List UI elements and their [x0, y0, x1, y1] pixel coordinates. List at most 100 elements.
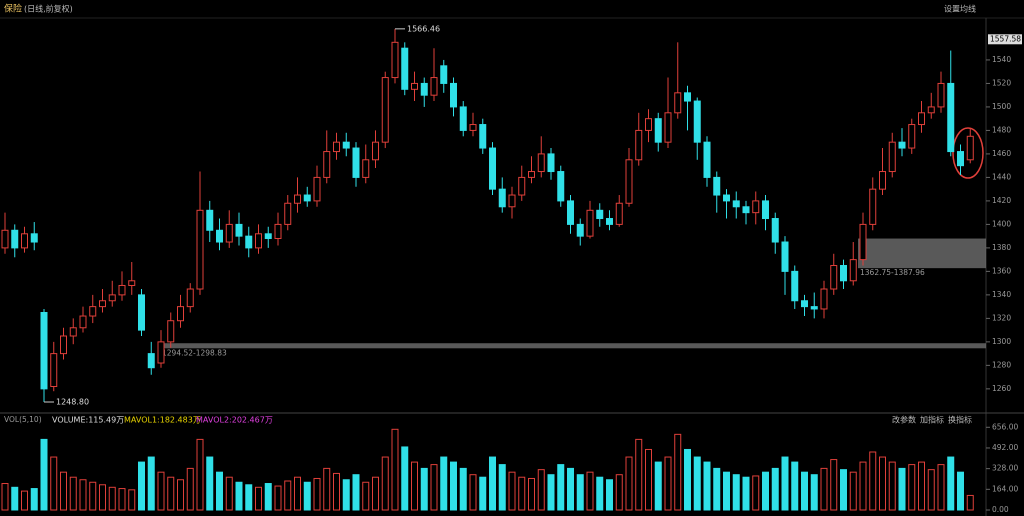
candle-body — [420, 82, 428, 96]
volume-bar — [391, 428, 399, 511]
volume-bar — [557, 464, 565, 511]
candle-body — [645, 118, 652, 131]
candle-body — [567, 200, 574, 225]
volume-bar — [752, 475, 760, 511]
candle-body — [684, 92, 691, 102]
volume-bar — [255, 486, 262, 511]
candle-body — [459, 106, 467, 131]
volume-bar — [966, 494, 974, 511]
candle-body — [830, 265, 838, 290]
candle-body — [284, 202, 292, 225]
vol-tick-label: 492.00 — [992, 443, 1018, 452]
volume-bar — [596, 476, 604, 511]
volume-bar — [274, 485, 282, 511]
candle-body — [898, 141, 906, 149]
volume-bar — [674, 433, 682, 511]
volume-bar — [313, 477, 321, 511]
candle-body — [664, 112, 672, 143]
vol-tick-label: 656.00 — [992, 422, 1018, 431]
volume-bar — [401, 446, 409, 511]
candle-body — [508, 194, 516, 208]
candle-body — [352, 147, 360, 178]
candle-body — [723, 194, 730, 202]
zone — [858, 238, 986, 269]
volume-bar — [420, 467, 428, 511]
volume-bar — [21, 490, 28, 511]
candle-body — [177, 306, 184, 322]
volume-bar — [937, 464, 945, 511]
candle-body — [859, 223, 867, 261]
volume-bar — [898, 467, 906, 511]
candle-body — [342, 141, 350, 149]
candle-body — [791, 270, 799, 302]
button[interactable]: 加指标 — [920, 415, 944, 425]
zone-label: 1362.75-1387.96 — [860, 268, 925, 277]
volume-bar — [684, 448, 691, 511]
candle-body — [60, 335, 67, 355]
high-label: 1566.46 — [407, 24, 440, 33]
candle-body — [596, 209, 604, 220]
volume-bar — [60, 471, 67, 511]
volume-bar — [615, 474, 623, 511]
y-tick-label: 1380 — [992, 243, 1011, 252]
candle-body — [625, 159, 633, 204]
volume-bar — [489, 456, 496, 511]
volume-bar — [352, 474, 360, 511]
candle-body — [635, 129, 643, 161]
volume-bar — [927, 469, 935, 511]
candle-body — [235, 223, 243, 237]
candle-body — [206, 209, 214, 231]
volume-bar — [11, 486, 19, 511]
vol-tick-label: 328.00 — [992, 464, 1018, 473]
volume-bar — [50, 456, 58, 511]
volume-bar — [323, 467, 331, 511]
candle-body — [401, 47, 409, 90]
volume-bar — [537, 469, 545, 511]
candle-body — [557, 171, 565, 202]
volume-bar — [820, 467, 828, 511]
volume-bar — [235, 481, 243, 511]
candle-body — [576, 223, 584, 237]
candle-body — [947, 82, 955, 153]
candle-body — [430, 77, 438, 96]
button[interactable]: 换指标 — [948, 415, 972, 425]
vol-text: VOLUME:115.49万 — [52, 416, 124, 425]
button[interactable]: 改参数 — [892, 415, 916, 425]
candle-body — [108, 294, 116, 302]
volume-bar — [888, 461, 896, 511]
candle-body — [264, 233, 272, 239]
zone-label: 1294.52-1298.83 — [162, 348, 227, 357]
y-tick-label: 1480 — [992, 125, 1011, 134]
volume-bar — [186, 467, 194, 511]
candle-body — [440, 65, 448, 84]
subtitle: (日线,前复权) — [24, 4, 73, 14]
candle-body — [742, 206, 750, 214]
candle-body — [888, 141, 896, 173]
ma-menu[interactable]: 设置均线 — [944, 4, 976, 14]
volume-bar — [849, 471, 857, 511]
candle-body — [654, 118, 662, 143]
vol-tick-label: 0.00 — [992, 505, 1009, 514]
candle-body — [147, 353, 155, 369]
candle-body — [1, 229, 9, 249]
volume-bar — [703, 461, 711, 511]
volume-bar — [138, 461, 145, 511]
candle-body — [713, 176, 721, 196]
price-box — [988, 34, 1022, 45]
candle-body — [469, 124, 477, 131]
chart-title: 保险 — [4, 3, 22, 15]
volume-bar — [411, 461, 418, 511]
volume-bar — [30, 488, 38, 511]
volume-bar — [69, 476, 77, 511]
candle-body — [479, 124, 487, 149]
vol-title: VOL(5,10) — [4, 415, 42, 424]
candle-body — [869, 188, 877, 225]
volume-bar — [108, 486, 116, 511]
y-tick-label: 1520 — [992, 78, 1011, 87]
candle-body — [50, 353, 58, 388]
volume-bar — [147, 456, 155, 511]
candle-body — [810, 306, 818, 310]
y-tick-label: 1460 — [992, 149, 1011, 158]
candle-body — [703, 141, 711, 178]
